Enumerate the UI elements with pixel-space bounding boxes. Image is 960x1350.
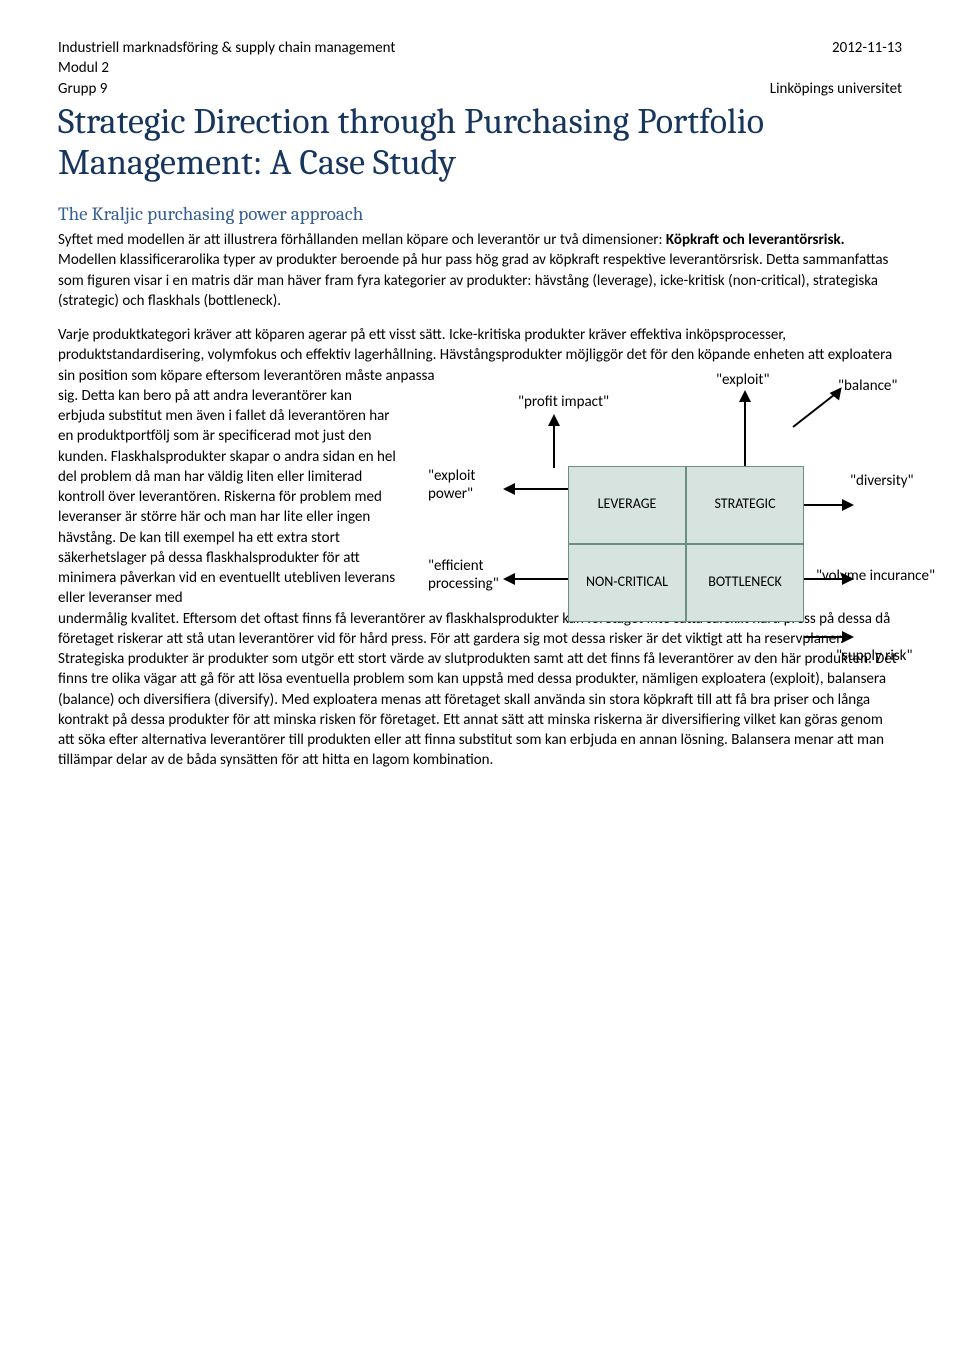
kraljic-matrix-figure: LEVERAGE STRATEGIC NON-CRITICAL BOTTLENE…	[418, 386, 948, 706]
doc-date: 2012-11-13	[832, 38, 902, 58]
label-balance: "balance"	[838, 376, 897, 396]
section-heading: The Kraljic purchasing power approach	[58, 202, 902, 228]
label-exploit: "exploit"	[716, 370, 769, 390]
course-name: Industriell marknadsföring & supply chai…	[58, 38, 395, 58]
matrix-cell-bottleneck: BOTTLENECK	[686, 544, 804, 622]
wrap-section: sig. Detta kan bero på att andra leveran…	[58, 386, 902, 609]
x-axis-line	[804, 636, 844, 638]
x-axis-arrowhead	[842, 631, 854, 643]
doc-module: Modul 2	[58, 58, 902, 78]
intro-part2: Modellen klassificerarolika typer av pro…	[58, 251, 888, 310]
diversity-arrowhead	[842, 499, 854, 511]
doc-header-row3: Grupp 9 Linköpings universitet	[58, 79, 902, 99]
exploit-arrow-line	[744, 400, 746, 466]
doc-university: Linköpings universitet	[770, 79, 902, 99]
para2-full: Varje produktkategori kräver att köparen…	[58, 325, 902, 386]
para2-wrap: sig. Detta kan bero på att andra leveran…	[58, 386, 398, 609]
label-diversity: "diversity"	[850, 471, 914, 491]
diversity-arrow-line	[804, 504, 844, 506]
y-axis-line	[553, 424, 555, 468]
intro-bold: Köpkraft och leverantörsrisk.	[666, 231, 845, 249]
matrix-cell-noncritical: NON-CRITICAL	[568, 544, 686, 622]
matrix-cell-leverage: LEVERAGE	[568, 466, 686, 544]
efficient-processing-line	[513, 578, 568, 580]
label-exploit-power-2: power"	[428, 484, 473, 504]
matrix-cell-strategic: STRATEGIC	[686, 466, 804, 544]
label-profit-impact: "profit impact"	[518, 392, 609, 412]
exploit-arrowhead	[739, 390, 751, 402]
doc-group: Grupp 9	[58, 79, 107, 99]
efficient-processing-arrowhead	[503, 573, 515, 585]
label-efficient-2: processing"	[428, 574, 499, 594]
page-title: Strategic Direction through Purchasing P…	[58, 101, 902, 184]
doc-header-row1: Industriell marknadsföring & supply chai…	[58, 38, 902, 58]
label-supply-risk: "supply risk"	[836, 646, 913, 666]
y-axis-arrowhead	[548, 414, 560, 426]
exploit-power-line	[513, 488, 568, 490]
label-volume-insurance: "volyme incurance"	[816, 566, 935, 586]
balance-arrow-line	[792, 392, 837, 427]
exploit-power-arrowhead	[503, 483, 515, 495]
intro-paragraph: Syftet med modellen är att illustrera fö…	[58, 230, 902, 311]
intro-part1: Syftet med modellen är att illustrera fö…	[58, 231, 666, 249]
